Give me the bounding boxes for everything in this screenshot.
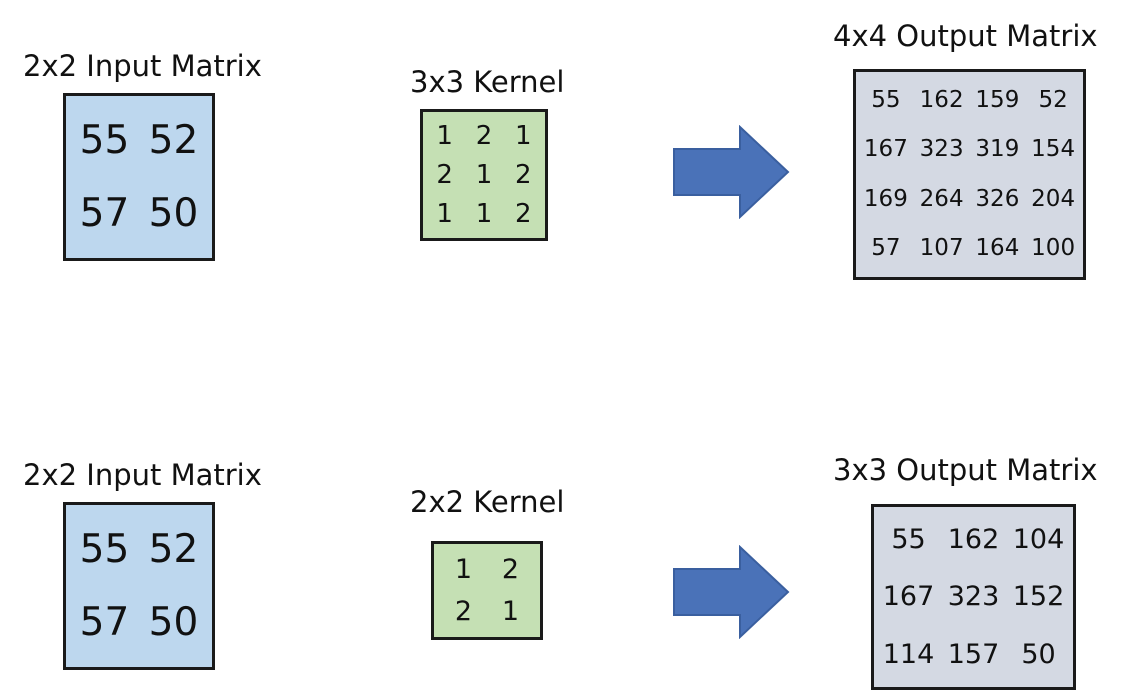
matrix-cell: 264 xyxy=(914,175,970,224)
matrix-cell: 55 xyxy=(858,76,914,125)
matrix-cell: 55 xyxy=(70,513,139,586)
bottom-input-title: 2x2 Input Matrix xyxy=(23,461,262,490)
matrix-cell: 114 xyxy=(876,626,941,683)
matrix-cell: 107 xyxy=(914,224,970,273)
matrix-cell: 52 xyxy=(139,513,208,586)
matrix-cell: 2 xyxy=(464,116,503,155)
matrix-cell: 1 xyxy=(464,155,503,194)
matrix-cell: 50 xyxy=(139,177,208,250)
matrix-cell: 50 xyxy=(1006,626,1071,683)
matrix-cell: 157 xyxy=(941,626,1006,683)
matrix-cell: 2 xyxy=(504,155,543,194)
matrix-cell: 1 xyxy=(425,195,464,234)
bottom-output-matrix: 55 162 104 167 323 152 114 157 50 xyxy=(871,504,1076,690)
matrix-cell: 164 xyxy=(970,224,1026,273)
matrix-cell: 162 xyxy=(941,511,1006,568)
top-output-matrix: 55 162 159 52 167 323 319 154 169 264 32… xyxy=(853,69,1086,280)
matrix-cell: 2 xyxy=(487,548,534,591)
matrix-cell: 1 xyxy=(440,548,487,591)
top-input-title: 2x2 Input Matrix xyxy=(23,52,262,81)
matrix-cell: 57 xyxy=(70,586,139,659)
matrix-cell: 57 xyxy=(858,224,914,273)
matrix-cell: 55 xyxy=(70,104,139,177)
matrix-cell: 167 xyxy=(858,125,914,174)
matrix-cell: 55 xyxy=(876,511,941,568)
right-arrow-icon xyxy=(672,545,792,639)
top-kernel-matrix: 1 2 1 2 1 2 1 1 2 xyxy=(420,109,548,241)
matrix-cell: 1 xyxy=(504,116,543,155)
right-arrow-icon xyxy=(672,125,792,219)
matrix-cell: 154 xyxy=(1025,125,1081,174)
matrix-cell: 100 xyxy=(1025,224,1081,273)
matrix-cell: 52 xyxy=(1025,76,1081,125)
matrix-cell: 323 xyxy=(914,125,970,174)
matrix-cell: 326 xyxy=(970,175,1026,224)
top-output-title: 4x4 Output Matrix xyxy=(833,22,1098,51)
matrix-cell: 2 xyxy=(425,155,464,194)
matrix-cell: 104 xyxy=(1006,511,1071,568)
matrix-cell: 169 xyxy=(858,175,914,224)
matrix-cell: 50 xyxy=(139,586,208,659)
bottom-input-matrix: 55 52 57 50 xyxy=(63,502,215,670)
matrix-cell: 319 xyxy=(970,125,1026,174)
matrix-cell: 2 xyxy=(504,195,543,234)
top-input-matrix: 55 52 57 50 xyxy=(63,93,215,261)
matrix-cell: 52 xyxy=(139,104,208,177)
bottom-output-title: 3x3 Output Matrix xyxy=(833,456,1098,485)
top-kernel-title: 3x3 Kernel xyxy=(410,68,564,97)
matrix-cell: 1 xyxy=(425,116,464,155)
matrix-cell: 204 xyxy=(1025,175,1081,224)
matrix-cell: 323 xyxy=(941,568,1006,625)
matrix-cell: 162 xyxy=(914,76,970,125)
matrix-cell: 167 xyxy=(876,568,941,625)
bottom-kernel-matrix: 1 2 2 1 xyxy=(431,541,543,640)
bottom-kernel-title: 2x2 Kernel xyxy=(410,488,564,517)
matrix-cell: 159 xyxy=(970,76,1026,125)
matrix-cell: 2 xyxy=(440,591,487,634)
matrix-cell: 57 xyxy=(70,177,139,250)
matrix-cell: 1 xyxy=(487,591,534,634)
matrix-cell: 152 xyxy=(1006,568,1071,625)
matrix-cell: 1 xyxy=(464,195,503,234)
